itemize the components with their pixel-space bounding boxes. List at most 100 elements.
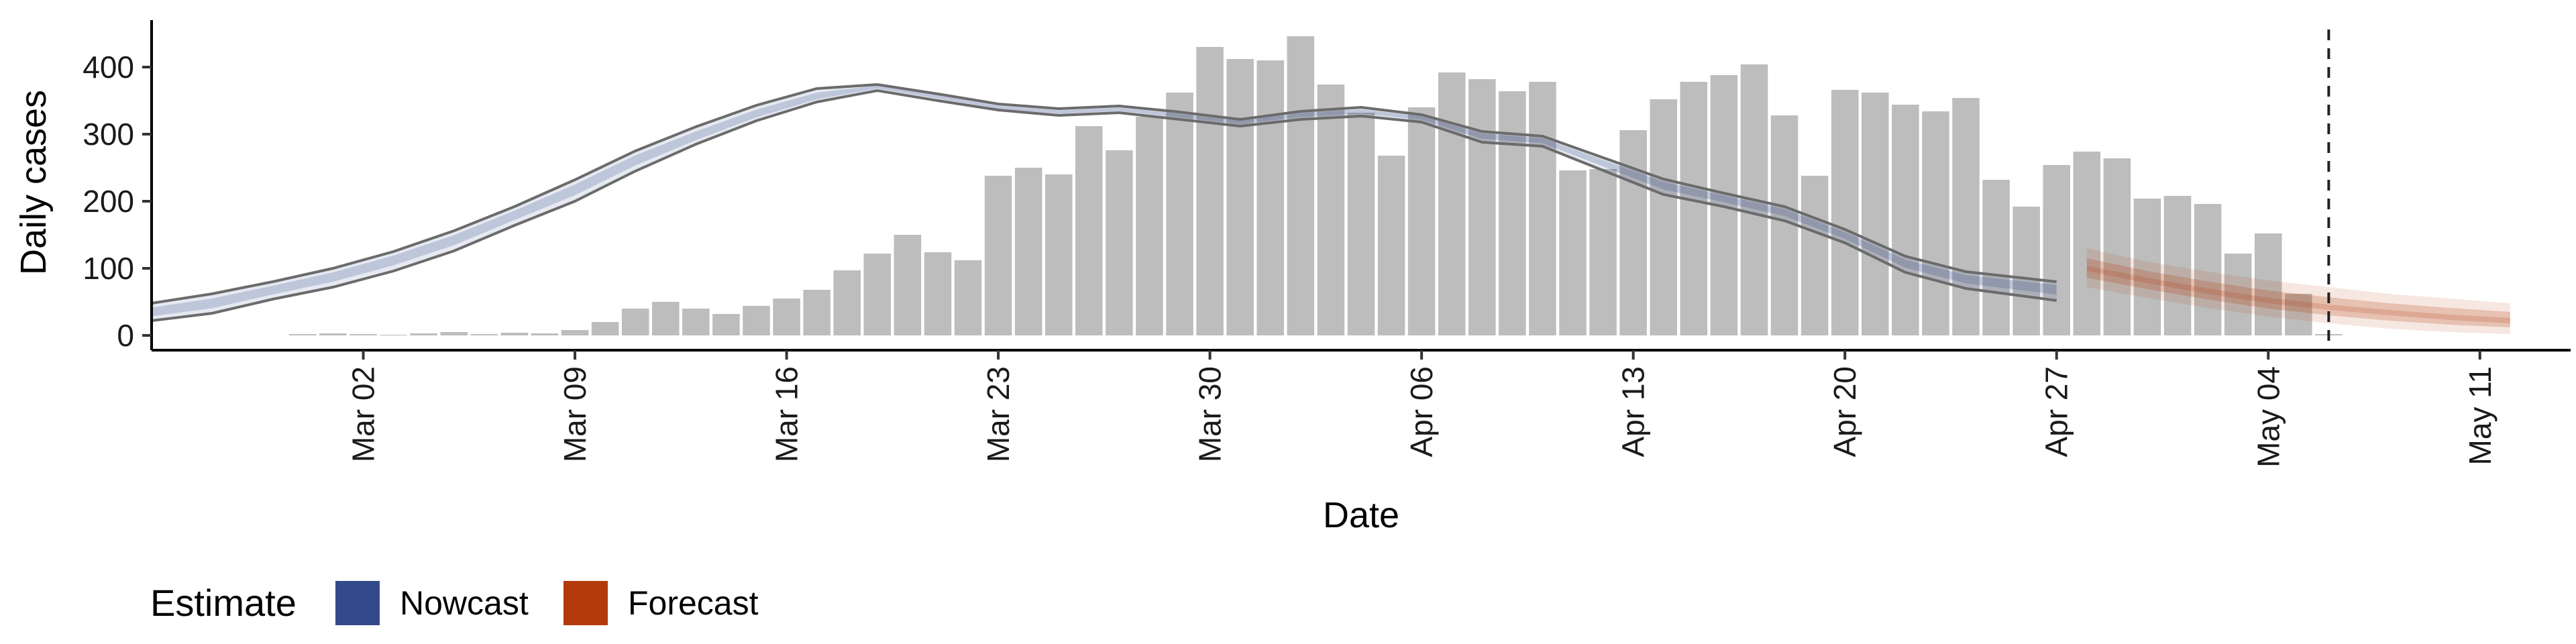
- y-tick-label: 0: [117, 318, 134, 353]
- bar-2020-03-15: [743, 306, 770, 335]
- forecast-outer-band: [2086, 248, 2510, 334]
- bar-2020-03-06: [470, 334, 498, 335]
- bar-2020-03-13: [682, 309, 710, 335]
- bar-2020-03-29: [1166, 93, 1193, 335]
- bar-2020-04-13: [1619, 130, 1647, 335]
- bar-2020-04-06: [1407, 107, 1436, 335]
- bar-2020-03-10: [591, 322, 619, 335]
- bar-2020-04-08: [1468, 79, 1496, 335]
- x-axis-title: Date: [1323, 495, 1399, 535]
- y-tick-label: 200: [83, 184, 134, 219]
- bar-2020-03-19: [863, 254, 892, 335]
- bar-2020-04-04: [1347, 113, 1375, 335]
- bar-2020-03-07: [500, 333, 529, 335]
- bar-2020-04-11: [1559, 170, 1587, 335]
- bars-layer: [289, 36, 2343, 335]
- x-tick-label: Apr 27: [2039, 366, 2074, 458]
- x-tick-label: Apr 13: [1616, 366, 1651, 458]
- bar-2020-03-26: [1075, 126, 1103, 335]
- bar-2020-03-31: [1226, 59, 1254, 335]
- bar-2020-04-02: [1287, 36, 1315, 335]
- y-axis-title: Daily cases: [13, 90, 54, 275]
- bar-2020-03-22: [954, 260, 982, 335]
- bar-2020-03-12: [651, 302, 680, 335]
- x-tick-label: Apr 20: [1827, 366, 1862, 458]
- bar-2020-04-25: [1982, 180, 2010, 335]
- bar-2020-04-05: [1377, 156, 1405, 335]
- bar-2020-03-08: [531, 333, 559, 335]
- bar-2020-03-17: [803, 290, 830, 335]
- bar-2020-03-11: [621, 309, 649, 335]
- legend-label-nowcast: Nowcast: [400, 584, 529, 622]
- bar-2020-05-05: [2285, 294, 2312, 335]
- nowcast-upper-line: [151, 83, 2057, 305]
- forecast-median-line: [2086, 266, 2511, 323]
- bar-2020-05-03: [2224, 254, 2252, 335]
- bar-2020-03-05: [440, 332, 468, 335]
- bar-2020-03-20: [894, 235, 922, 335]
- bar-2020-04-10: [1529, 82, 1556, 335]
- bar-2020-03-14: [712, 314, 740, 335]
- bar-2020-05-04: [2254, 233, 2282, 335]
- bar-2020-04-01: [1256, 60, 1285, 335]
- bar-2020-03-09: [561, 330, 589, 335]
- bar-2020-03-18: [833, 270, 861, 335]
- legend-title: Estimate: [150, 582, 297, 624]
- bar-2020-03-27: [1106, 150, 1133, 335]
- bar-2020-03-16: [773, 299, 800, 335]
- x-ticks-layer: Mar 02 Mar 09 Mar 16 Mar 23 Mar 30 Apr 06 Apr …: [346, 350, 2498, 468]
- bar-2020-04-27: [2043, 165, 2071, 335]
- bar-2020-04-15: [1680, 82, 1708, 335]
- y-tick-label: 300: [83, 117, 134, 152]
- bar-2020-04-12: [1589, 169, 1617, 335]
- lines-layer: [151, 83, 2511, 323]
- bands-layer: [152, 85, 2510, 334]
- bar-2020-05-02: [2194, 204, 2222, 335]
- x-tick-label: Mar 23: [981, 366, 1016, 462]
- bar-2020-04-21: [1861, 93, 1889, 335]
- x-tick-label: Mar 02: [346, 366, 381, 462]
- bar-2020-04-03: [1317, 85, 1345, 335]
- bar-2020-02-29: [289, 334, 317, 335]
- bar-2020-03-25: [1044, 174, 1073, 335]
- nowcast-inner-band: [152, 85, 2057, 317]
- bar-2020-04-29: [2103, 158, 2131, 335]
- bar-2020-04-09: [1499, 91, 1526, 335]
- bar-2020-04-24: [1952, 98, 1980, 335]
- x-tick-label: May 04: [2251, 366, 2286, 468]
- legend-swatch-forecast: [564, 581, 608, 625]
- y-tick-label: 400: [83, 50, 134, 85]
- bar-2020-05-01: [2163, 196, 2192, 335]
- nowcast-lower-line: [151, 89, 2057, 322]
- forecast-inner-band: [2086, 258, 2510, 327]
- bar-2020-04-20: [1831, 90, 1859, 335]
- bar-2020-04-28: [2073, 152, 2101, 335]
- y-tick-label: 100: [83, 251, 134, 286]
- x-tick-label: May 11: [2463, 366, 2498, 465]
- bar-2020-03-28: [1136, 117, 1163, 335]
- legend-entries: Nowcast Forecast: [335, 581, 759, 625]
- bar-2020-04-19: [1801, 176, 1829, 335]
- bar-2020-04-26: [2012, 207, 2040, 335]
- legend: Estimate Nowcast Forecast: [150, 581, 759, 625]
- x-tick-label: Mar 30: [1193, 366, 1228, 462]
- legend-label-forecast: Forecast: [628, 584, 759, 622]
- bar-2020-04-22: [1892, 105, 1919, 335]
- x-tick-label: Mar 16: [769, 366, 804, 462]
- bar-2020-03-01: [319, 333, 347, 335]
- bar-2020-03-23: [984, 176, 1012, 335]
- bar-2020-03-04: [410, 333, 437, 335]
- bar-2020-03-30: [1196, 47, 1224, 335]
- x-tick-label: Mar 09: [557, 366, 592, 462]
- bar-2020-03-02: [350, 334, 377, 335]
- y-ticks-layer: 0 100 200 300 400: [83, 50, 152, 353]
- bar-2020-03-21: [924, 252, 952, 335]
- bar-2020-04-30: [2133, 199, 2161, 335]
- bar-2020-04-07: [1438, 72, 1466, 335]
- x-tick-label: Apr 06: [1404, 366, 1439, 458]
- bar-2020-04-14: [1650, 99, 1678, 335]
- bar-2020-03-24: [1014, 168, 1042, 335]
- nowcast-outer-band: [152, 85, 2057, 321]
- bar-2020-04-23: [1922, 111, 1949, 335]
